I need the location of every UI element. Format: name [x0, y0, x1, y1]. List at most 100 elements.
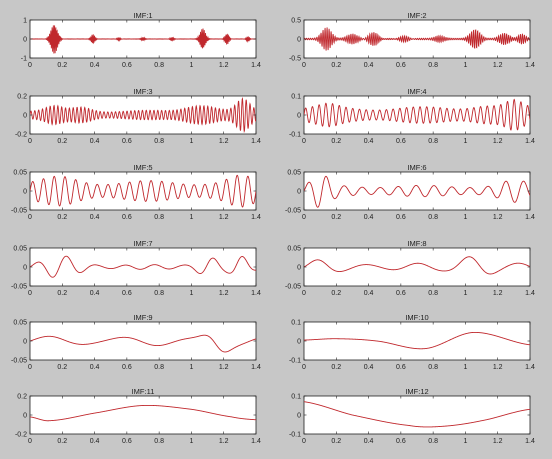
series-line	[30, 404, 256, 422]
series-line	[30, 174, 256, 208]
x-tick-label: 1.2	[219, 214, 229, 221]
subplot-title: IMF:1	[133, 11, 152, 20]
y-tick-label: 0	[297, 413, 301, 420]
x-tick-label: 0.6	[396, 214, 406, 221]
subplot-imf-3: IMF:30 0.2 0.4 0.6 0.8 1 1.2 1.40.20-0.2	[15, 87, 261, 145]
series-line	[30, 25, 256, 54]
x-tick-label: 0.6	[122, 138, 132, 145]
axes-box	[303, 321, 531, 361]
x-tick-label: 1	[463, 364, 467, 371]
y-tick-label: 0	[23, 37, 27, 44]
x-tick-label: 0.6	[122, 364, 132, 371]
x-tick-label: 0	[28, 138, 32, 145]
subplot-title: IMF:3	[133, 87, 152, 96]
y-tick-label: -0.05	[11, 208, 27, 215]
y-tick-label: 0.05	[287, 170, 301, 177]
x-tick-label: 0.8	[428, 290, 438, 297]
x-tick-label: 0.2	[57, 364, 67, 371]
subplot-imf-12: IMF:120 0.2 0.4 0.6 0.8 1 1.2 1.40.10-0.1	[289, 387, 535, 445]
x-tick-label: 0.8	[154, 364, 164, 371]
x-tick-label: 0.4	[364, 364, 374, 371]
subplot-title: IMF:6	[407, 163, 426, 172]
axes-box	[303, 395, 531, 435]
x-tick-label: 0.8	[154, 290, 164, 297]
subplot-title: IMF:2	[407, 11, 426, 20]
y-tick-label: 0	[297, 265, 301, 272]
x-tick-label: 1	[189, 438, 193, 445]
x-tick-label: 1	[189, 364, 193, 371]
x-tick-label: 0	[302, 62, 306, 69]
x-tick-label: 0.4	[364, 138, 374, 145]
x-tick-label: 0.4	[90, 62, 100, 69]
x-tick-label: 0	[302, 214, 306, 221]
x-tick-label: 1.2	[219, 364, 229, 371]
x-tick-label: 0	[28, 214, 32, 221]
x-tick-label: 1	[189, 62, 193, 69]
subplot-imf-2: IMF:20 0.2 0.4 0.6 0.8 1 1.2 1.40.50-0.5	[289, 11, 535, 69]
y-tick-label: 0.2	[17, 94, 27, 101]
series-line	[30, 334, 256, 353]
x-tick-label: 0.2	[331, 364, 341, 371]
x-tick-label: 0.6	[122, 290, 132, 297]
x-tick-label: 0.4	[90, 138, 100, 145]
x-tick-label: 0.8	[154, 438, 164, 445]
subplot-title: IMF:5	[133, 163, 152, 172]
x-tick-label: 0.4	[90, 214, 100, 221]
x-tick-label: 0.4	[364, 290, 374, 297]
x-tick-label: 1.4	[525, 138, 535, 145]
x-tick-label: 0.6	[122, 214, 132, 221]
x-tick-label: 1.2	[219, 62, 229, 69]
y-tick-label: 0	[23, 189, 27, 196]
x-tick-label: 1	[189, 214, 193, 221]
x-tick-label: 0.2	[331, 138, 341, 145]
x-tick-label: 0.2	[57, 214, 67, 221]
y-tick-label: 0.1	[291, 320, 301, 327]
x-tick-label: 0.2	[331, 438, 341, 445]
x-tick-label: 1	[463, 214, 467, 221]
x-tick-label: 0.6	[122, 62, 132, 69]
x-tick-label: 0.4	[364, 214, 374, 221]
x-tick-label: 0.2	[57, 138, 67, 145]
y-tick-label: 0	[23, 413, 27, 420]
x-tick-label: 0.8	[428, 62, 438, 69]
x-tick-label: 1.4	[525, 364, 535, 371]
axes-box	[29, 247, 257, 287]
x-tick-label: 0.8	[428, 438, 438, 445]
y-tick-label: 0.1	[291, 394, 301, 401]
subplot-imf-10: IMF:100 0.2 0.4 0.6 0.8 1 1.2 1.40.10-0.1	[289, 313, 535, 371]
x-tick-label: 1.4	[525, 438, 535, 445]
y-tick-label: -0.2	[15, 432, 27, 439]
axes-box	[303, 247, 531, 287]
x-tick-label: 1	[463, 438, 467, 445]
x-tick-label: 0.8	[428, 214, 438, 221]
y-tick-label: 0	[297, 113, 301, 120]
x-tick-label: 0.6	[122, 438, 132, 445]
x-tick-label: 1.2	[219, 438, 229, 445]
x-tick-label: 0.2	[331, 62, 341, 69]
x-tick-label: 0.6	[396, 364, 406, 371]
x-tick-label: 0	[302, 438, 306, 445]
x-tick-label: 0.4	[90, 290, 100, 297]
x-tick-label: 0	[28, 62, 32, 69]
x-tick-label: 0.8	[154, 62, 164, 69]
x-tick-label: 1.2	[493, 364, 503, 371]
x-tick-label: 0	[302, 364, 306, 371]
subplot-title: IMF:9	[133, 313, 152, 322]
x-tick-label: 0.6	[396, 290, 406, 297]
x-tick-label: 0	[28, 364, 32, 371]
axes-box	[303, 171, 531, 211]
subplot-imf-1: IMF:10 0.2 0.4 0.6 0.8 1 1.2 1.410-1	[21, 11, 261, 69]
subplot-imf-6: IMF:60 0.2 0.4 0.6 0.8 1 1.2 1.40.050-0.05	[285, 163, 535, 221]
x-tick-label: 1	[463, 62, 467, 69]
y-tick-label: 0.5	[291, 18, 301, 25]
x-tick-label: 0	[302, 138, 306, 145]
x-tick-label: 0.6	[396, 138, 406, 145]
subplot-imf-9: IMF:90 0.2 0.4 0.6 0.8 1 1.2 1.40.050-0.05	[11, 313, 261, 371]
x-tick-label: 0.8	[428, 364, 438, 371]
x-tick-label: 1.2	[219, 290, 229, 297]
y-tick-label: 0.1	[291, 94, 301, 101]
y-tick-label: -0.05	[11, 358, 27, 365]
y-tick-label: 0.2	[17, 394, 27, 401]
y-tick-label: -0.05	[285, 284, 301, 291]
